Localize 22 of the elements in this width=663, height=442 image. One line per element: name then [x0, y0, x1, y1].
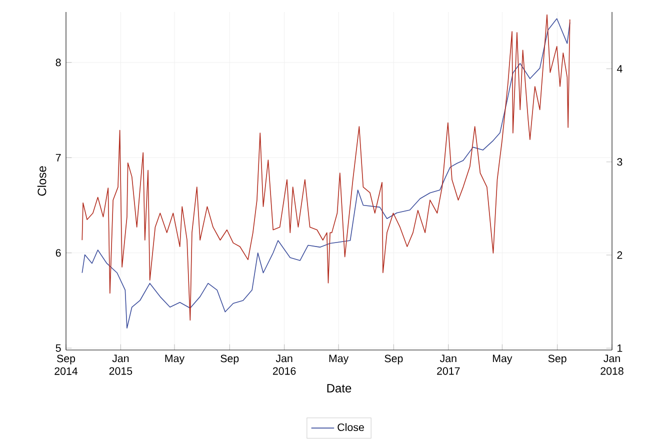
y-axis-title: Close — [37, 166, 46, 196]
y2-tick-label: 4 — [616, 65, 622, 72]
y-tick-label: 7 — [56, 154, 61, 162]
x-tick-label: Sep 2014 — [54, 354, 78, 375]
x-tick-label: May — [492, 354, 512, 364]
y2-tick-label: 2 — [617, 251, 622, 259]
x-tick-label: Jan 2018 — [600, 354, 624, 375]
x-tick-label: Jan 2016 — [272, 354, 296, 375]
x-tick-label: Jan 2015 — [109, 354, 132, 375]
y-tick-label: 5 — [56, 344, 61, 352]
y2-tick-label: 3 — [617, 158, 622, 166]
legend-label: Close — [338, 423, 364, 432]
x-tick-label: May — [329, 354, 349, 364]
x-tick-label: Sep — [548, 354, 566, 364]
y-tick-label: 8 — [56, 58, 61, 66]
x-axis-title: Date — [327, 384, 352, 392]
x-tick-label: Sep — [384, 354, 403, 364]
x-tick-label: Jan 2017 — [437, 354, 460, 375]
x-tick-label: May — [165, 354, 185, 364]
y-tick-label: 6 — [56, 249, 61, 257]
x-tick-label: Sep — [220, 354, 239, 364]
y2-tick-label: 1 — [618, 344, 622, 352]
